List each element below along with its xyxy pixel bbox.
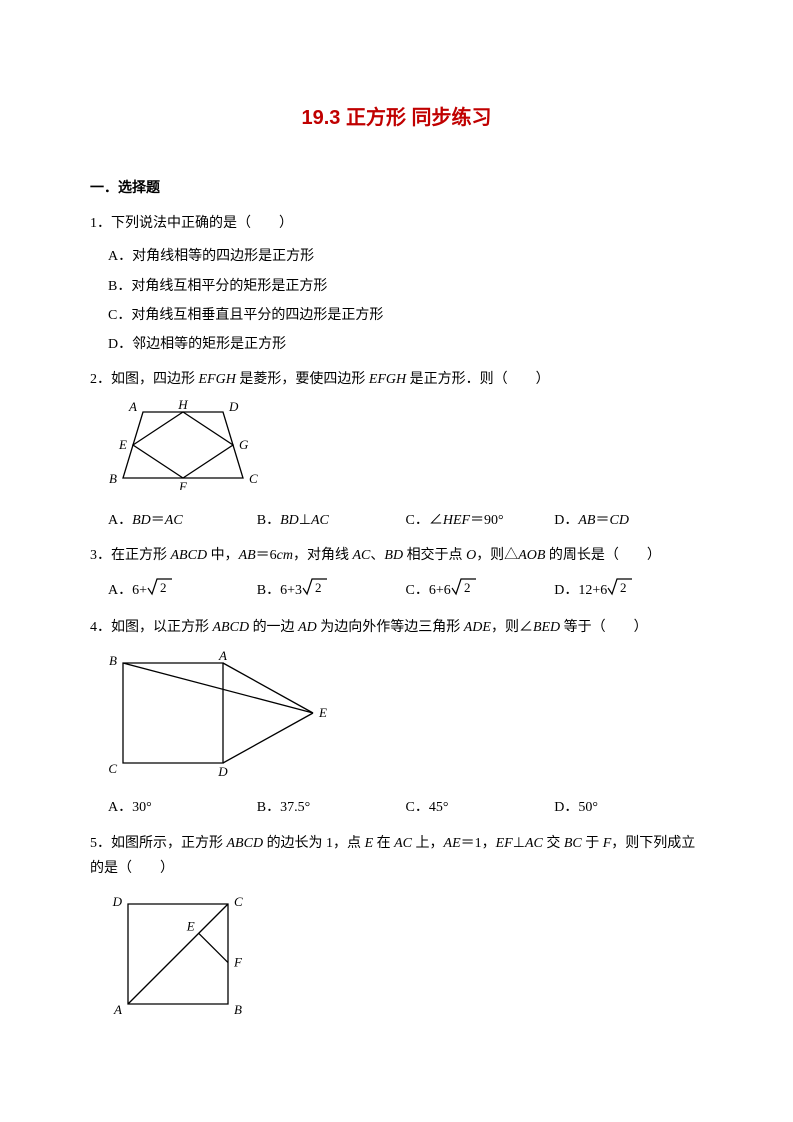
sqrt-icon: 2 <box>607 576 633 605</box>
svg-text:G: G <box>239 437 249 452</box>
q4-options: A．30° B．37.5° C．45° D．50° <box>90 795 703 820</box>
q4-diagram: B A C D E <box>108 648 328 778</box>
q4-figure: B A C D E <box>90 648 703 787</box>
q2-options: A．BD＝AC B．BD⊥AC C．∠HEF＝90° D．AB＝CD <box>90 508 703 533</box>
svg-text:E: E <box>186 918 195 933</box>
svg-text:D: D <box>112 894 123 909</box>
svg-text:2: 2 <box>464 580 471 595</box>
q3-option-c: C．6+62 <box>406 576 555 605</box>
svg-text:B: B <box>234 1002 242 1017</box>
q2-option-a: A．BD＝AC <box>108 508 257 533</box>
question-3: 3．在正方形 ABCD 中，AB＝6cm，对角线 AC、BD 相交于点 O，则△… <box>90 543 703 605</box>
svg-text:D: D <box>228 400 239 414</box>
q2-option-d: D．AB＝CD <box>554 508 703 533</box>
svg-text:H: H <box>177 400 188 412</box>
svg-text:D: D <box>217 764 228 778</box>
question-4: 4．如图，以正方形 ABCD 的一边 AD 为边向外作等边三角形 ADE，则∠B… <box>90 615 703 821</box>
q3-options: A．6+2 B．6+32 C．6+62 D．12+62 <box>90 576 703 605</box>
svg-text:F: F <box>233 955 243 970</box>
q1-option-d: D．邻边相等的矩形是正方形 <box>108 332 703 357</box>
question-2: 2．如图，四边形 EFGH 是菱形，要使四边形 EFGH 是正方形．则（ ） A… <box>90 367 703 533</box>
q4-option-d: D．50° <box>554 795 703 820</box>
question-1: 1．下列说法中正确的是（ ） A．对角线相等的四边形是正方形 B．对角线互相平分… <box>90 211 703 357</box>
q1-options: A．对角线相等的四边形是正方形 B．对角线互相平分的矩形是正方形 C．对角线互相… <box>90 244 703 357</box>
q2-option-c: C．∠HEF＝90° <box>406 508 555 533</box>
svg-text:B: B <box>109 653 117 668</box>
q3-option-a: A．6+2 <box>108 576 257 605</box>
q3-stem: 3．在正方形 ABCD 中，AB＝6cm，对角线 AC、BD 相交于点 O，则△… <box>90 543 703 568</box>
q1-option-c: C．对角线互相垂直且平分的四边形是正方形 <box>108 303 703 328</box>
svg-text:C: C <box>108 761 117 776</box>
q2-diagram: A D B C E G H F <box>108 400 258 490</box>
sqrt-icon: 2 <box>147 576 173 605</box>
q5-figure: D C A B E F <box>90 889 703 1038</box>
q3-option-d: D．12+62 <box>554 576 703 605</box>
q4-stem: 4．如图，以正方形 ABCD 的一边 AD 为边向外作等边三角形 ADE，则∠B… <box>90 615 703 640</box>
question-5: 5．如图所示，正方形 ABCD 的边长为 1，点 E 在 AC 上，AE＝1，E… <box>90 831 703 1039</box>
sqrt-icon: 2 <box>302 576 328 605</box>
svg-text:2: 2 <box>315 580 322 595</box>
q3-option-b: B．6+32 <box>257 576 406 605</box>
sqrt-icon: 2 <box>451 576 477 605</box>
q1-option-a: A．对角线相等的四边形是正方形 <box>108 244 703 269</box>
q4-option-a: A．30° <box>108 795 257 820</box>
q4-option-c: C．45° <box>406 795 555 820</box>
svg-text:C: C <box>234 894 243 909</box>
svg-text:B: B <box>109 471 117 486</box>
q5-diagram: D C A B E F <box>108 889 248 1029</box>
section-header: 一．选择题 <box>90 176 703 201</box>
svg-text:A: A <box>128 400 137 414</box>
page-title: 19.3 正方形 同步练习 <box>90 100 703 136</box>
svg-text:F: F <box>178 479 188 490</box>
q2-figure: A D B C E G H F <box>90 400 703 499</box>
svg-text:A: A <box>113 1002 122 1017</box>
svg-text:2: 2 <box>620 580 627 595</box>
q1-stem: 1．下列说法中正确的是（ ） <box>90 211 703 236</box>
svg-text:C: C <box>249 471 258 486</box>
q2-stem: 2．如图，四边形 EFGH 是菱形，要使四边形 EFGH 是正方形．则（ ） <box>90 367 703 392</box>
svg-text:A: A <box>218 648 227 663</box>
q5-stem: 5．如图所示，正方形 ABCD 的边长为 1，点 E 在 AC 上，AE＝1，E… <box>90 831 703 881</box>
page: 19.3 正方形 同步练习 一．选择题 1．下列说法中正确的是（ ） A．对角线… <box>0 0 793 1122</box>
q4-option-b: B．37.5° <box>257 795 406 820</box>
svg-text:E: E <box>318 705 327 720</box>
q1-option-b: B．对角线互相平分的矩形是正方形 <box>108 274 703 299</box>
q2-option-b: B．BD⊥AC <box>257 508 406 533</box>
svg-text:E: E <box>118 437 127 452</box>
svg-text:2: 2 <box>160 580 167 595</box>
